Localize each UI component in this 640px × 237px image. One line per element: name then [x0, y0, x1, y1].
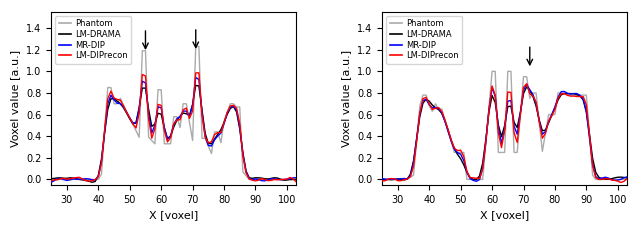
Y-axis label: Voxel value [a.u.]: Voxel value [a.u.]: [342, 50, 351, 147]
Y-axis label: Voxel value [a.u.]: Voxel value [a.u.]: [10, 50, 20, 147]
X-axis label: X [voxel]: X [voxel]: [149, 210, 198, 220]
X-axis label: X [voxel]: X [voxel]: [480, 210, 529, 220]
Legend: Phantom, LM-DRAMA, MR-DIP, LM-DIPrecon: Phantom, LM-DRAMA, MR-DIP, LM-DIPrecon: [56, 16, 131, 64]
Legend: Phantom, LM-DRAMA, MR-DIP, LM-DIPrecon: Phantom, LM-DRAMA, MR-DIP, LM-DIPrecon: [387, 16, 462, 64]
